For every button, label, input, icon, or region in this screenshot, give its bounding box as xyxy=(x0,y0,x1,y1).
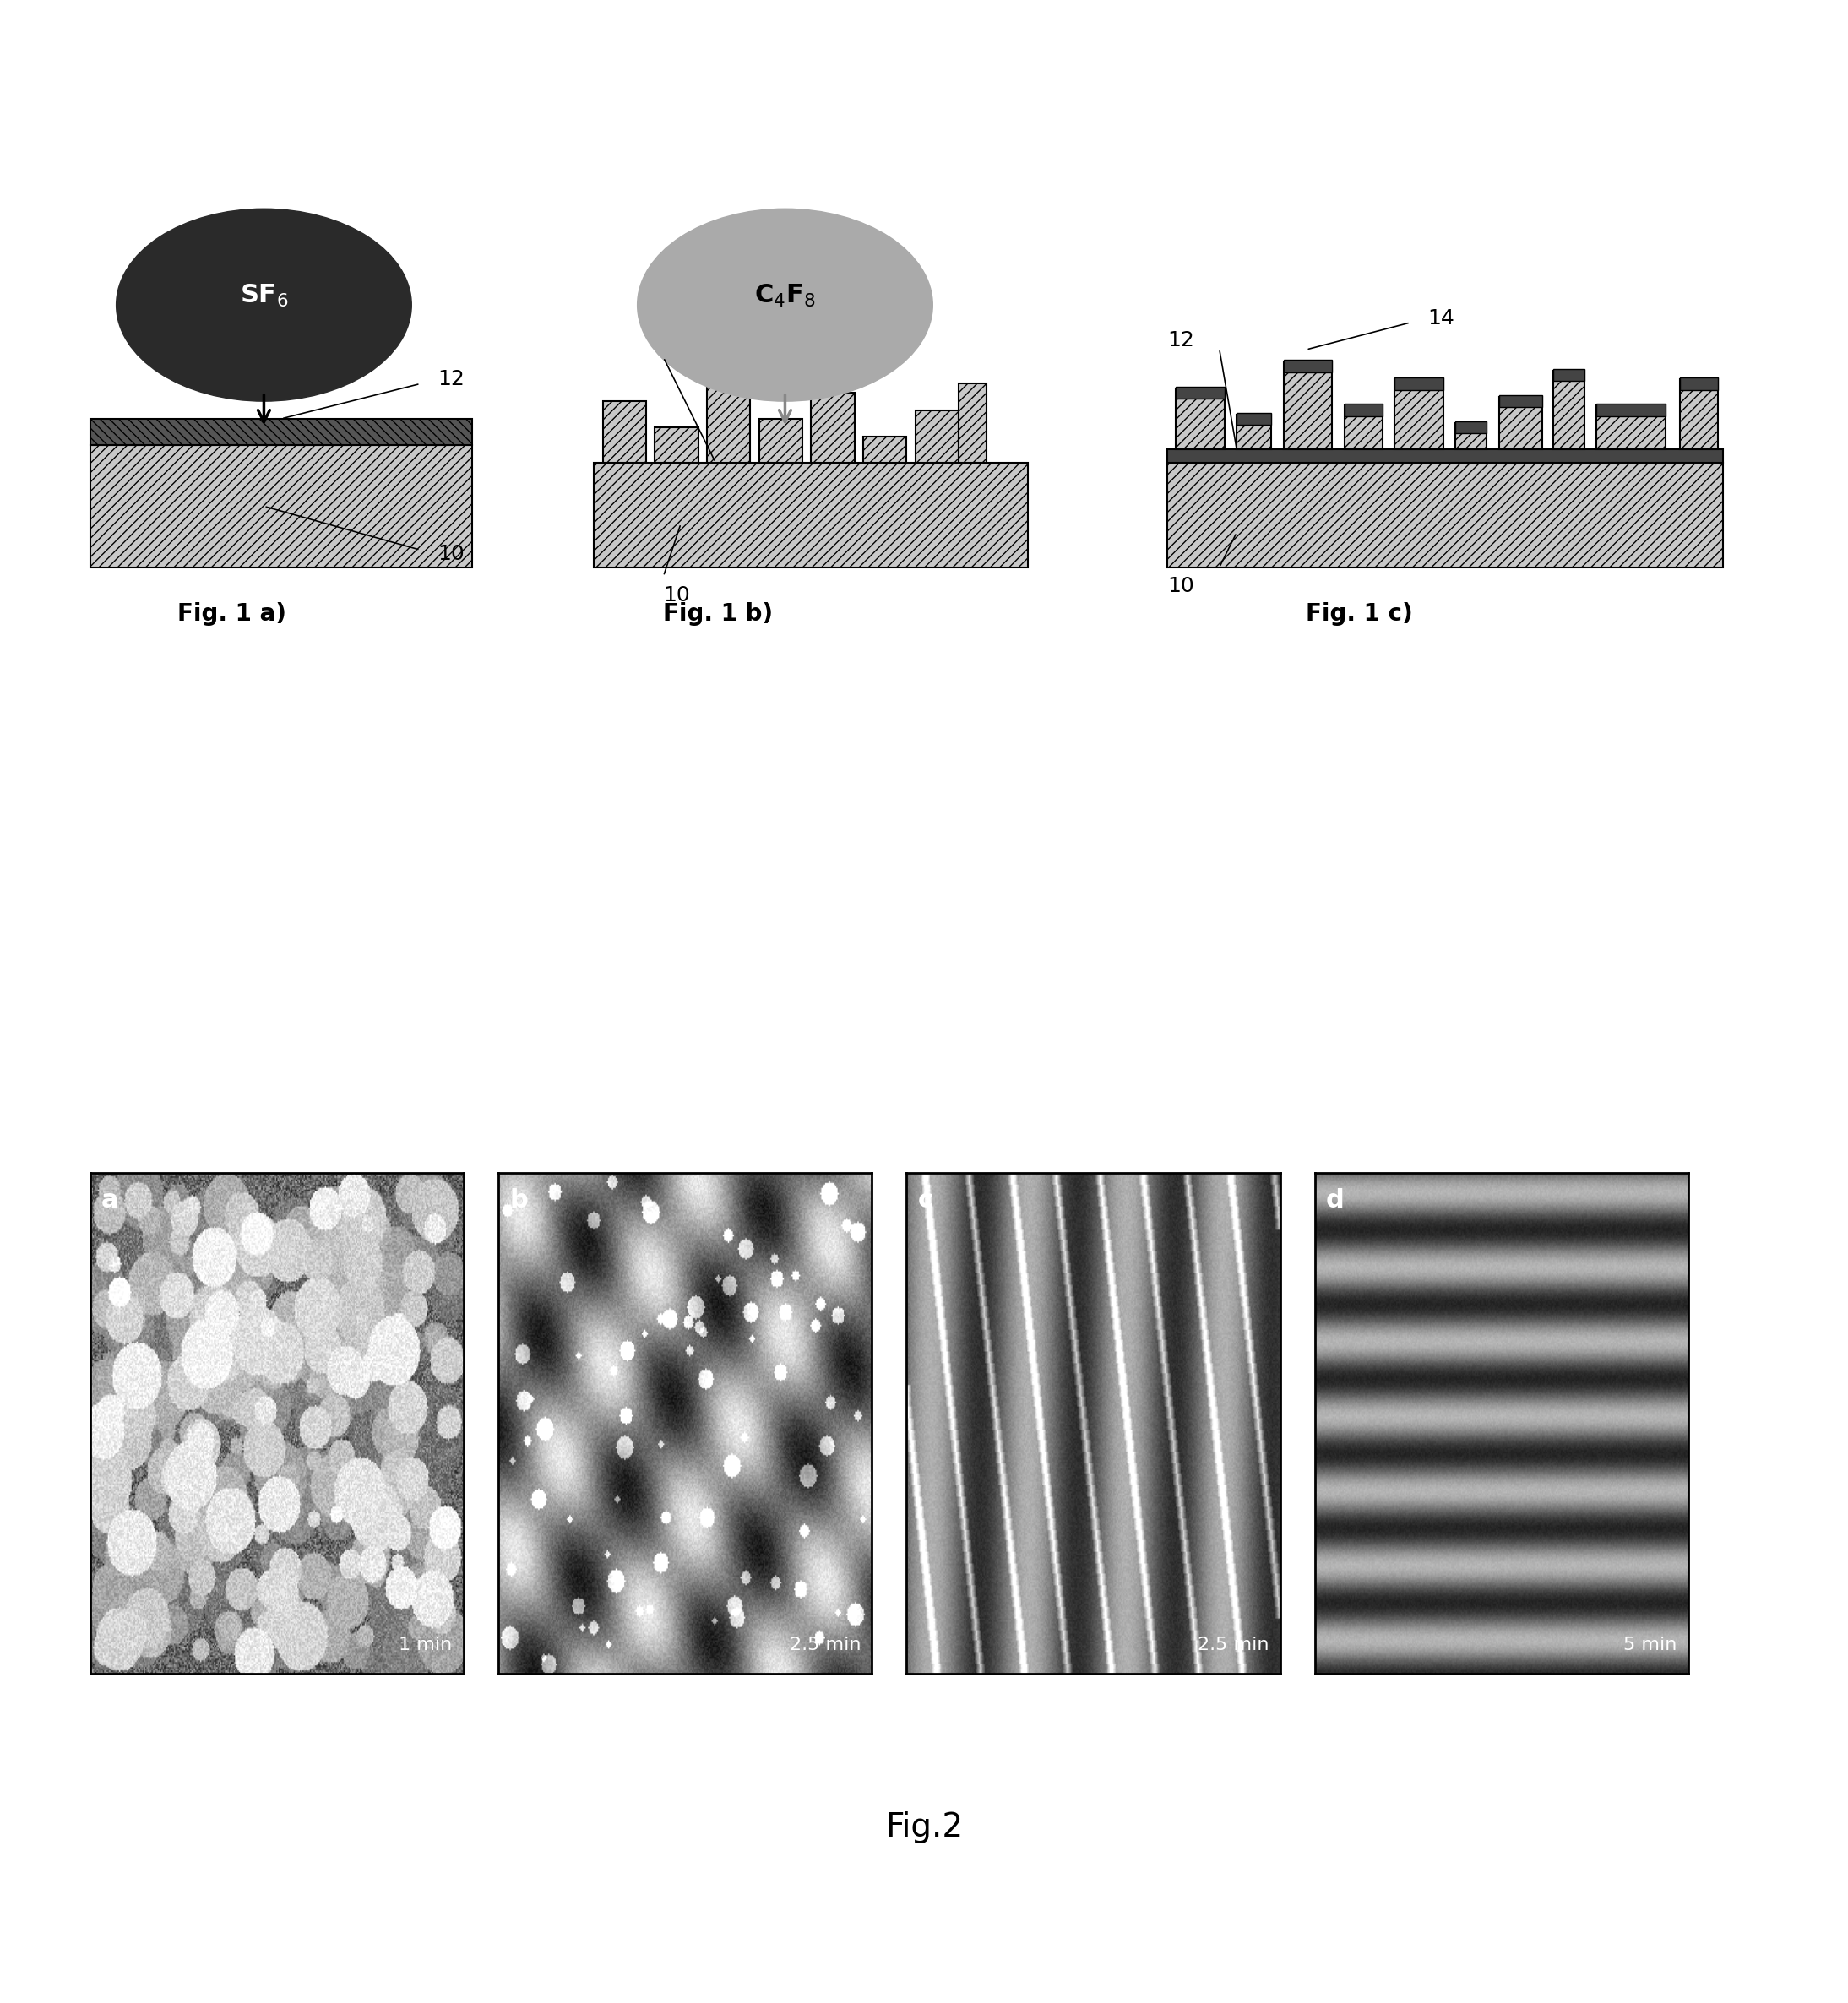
Bar xyxy=(1284,361,1332,373)
Bar xyxy=(654,427,699,463)
Bar xyxy=(1456,421,1488,433)
Bar xyxy=(602,401,647,463)
Text: Fig. 1 c): Fig. 1 c) xyxy=(1307,603,1414,627)
Bar xyxy=(1552,369,1584,381)
Bar xyxy=(1680,379,1719,391)
Bar xyxy=(1499,395,1543,407)
Bar xyxy=(1343,405,1382,417)
Text: 12: 12 xyxy=(438,369,464,389)
Bar xyxy=(1236,413,1271,425)
Bar xyxy=(1175,389,1225,449)
Ellipse shape xyxy=(116,208,412,401)
Bar xyxy=(1680,379,1719,449)
Bar xyxy=(1175,387,1225,399)
Bar xyxy=(1499,397,1543,449)
Text: SF$_6$: SF$_6$ xyxy=(240,282,288,308)
Bar xyxy=(959,385,987,463)
Text: C$_4$F$_8$: C$_4$F$_8$ xyxy=(754,282,815,308)
Bar xyxy=(91,419,473,445)
Bar xyxy=(1168,449,1722,463)
Bar xyxy=(1236,415,1271,449)
Text: 10: 10 xyxy=(663,585,691,605)
Ellipse shape xyxy=(638,208,933,401)
Text: 12: 12 xyxy=(663,328,691,349)
Bar xyxy=(1597,405,1665,449)
Text: Fig. 1 a): Fig. 1 a) xyxy=(177,603,286,627)
Bar xyxy=(708,375,750,463)
Bar xyxy=(1284,363,1332,449)
Bar xyxy=(1395,379,1443,391)
Bar xyxy=(91,445,473,567)
Bar xyxy=(915,411,959,463)
Text: 14: 14 xyxy=(1429,308,1454,328)
Text: Fig.2: Fig.2 xyxy=(885,1811,963,1843)
Text: 10: 10 xyxy=(438,545,464,565)
Bar xyxy=(1597,405,1665,417)
Text: 12: 12 xyxy=(1168,330,1194,351)
Bar xyxy=(863,437,907,463)
Bar xyxy=(1395,379,1443,449)
Bar xyxy=(811,393,854,463)
Bar xyxy=(1168,463,1722,567)
Bar xyxy=(760,419,802,463)
Bar xyxy=(1456,423,1488,449)
Bar xyxy=(1343,405,1382,449)
Text: 10: 10 xyxy=(1168,577,1194,597)
Bar xyxy=(1552,371,1584,449)
Bar xyxy=(593,463,1027,567)
Text: Fig. 1 b): Fig. 1 b) xyxy=(663,603,772,627)
